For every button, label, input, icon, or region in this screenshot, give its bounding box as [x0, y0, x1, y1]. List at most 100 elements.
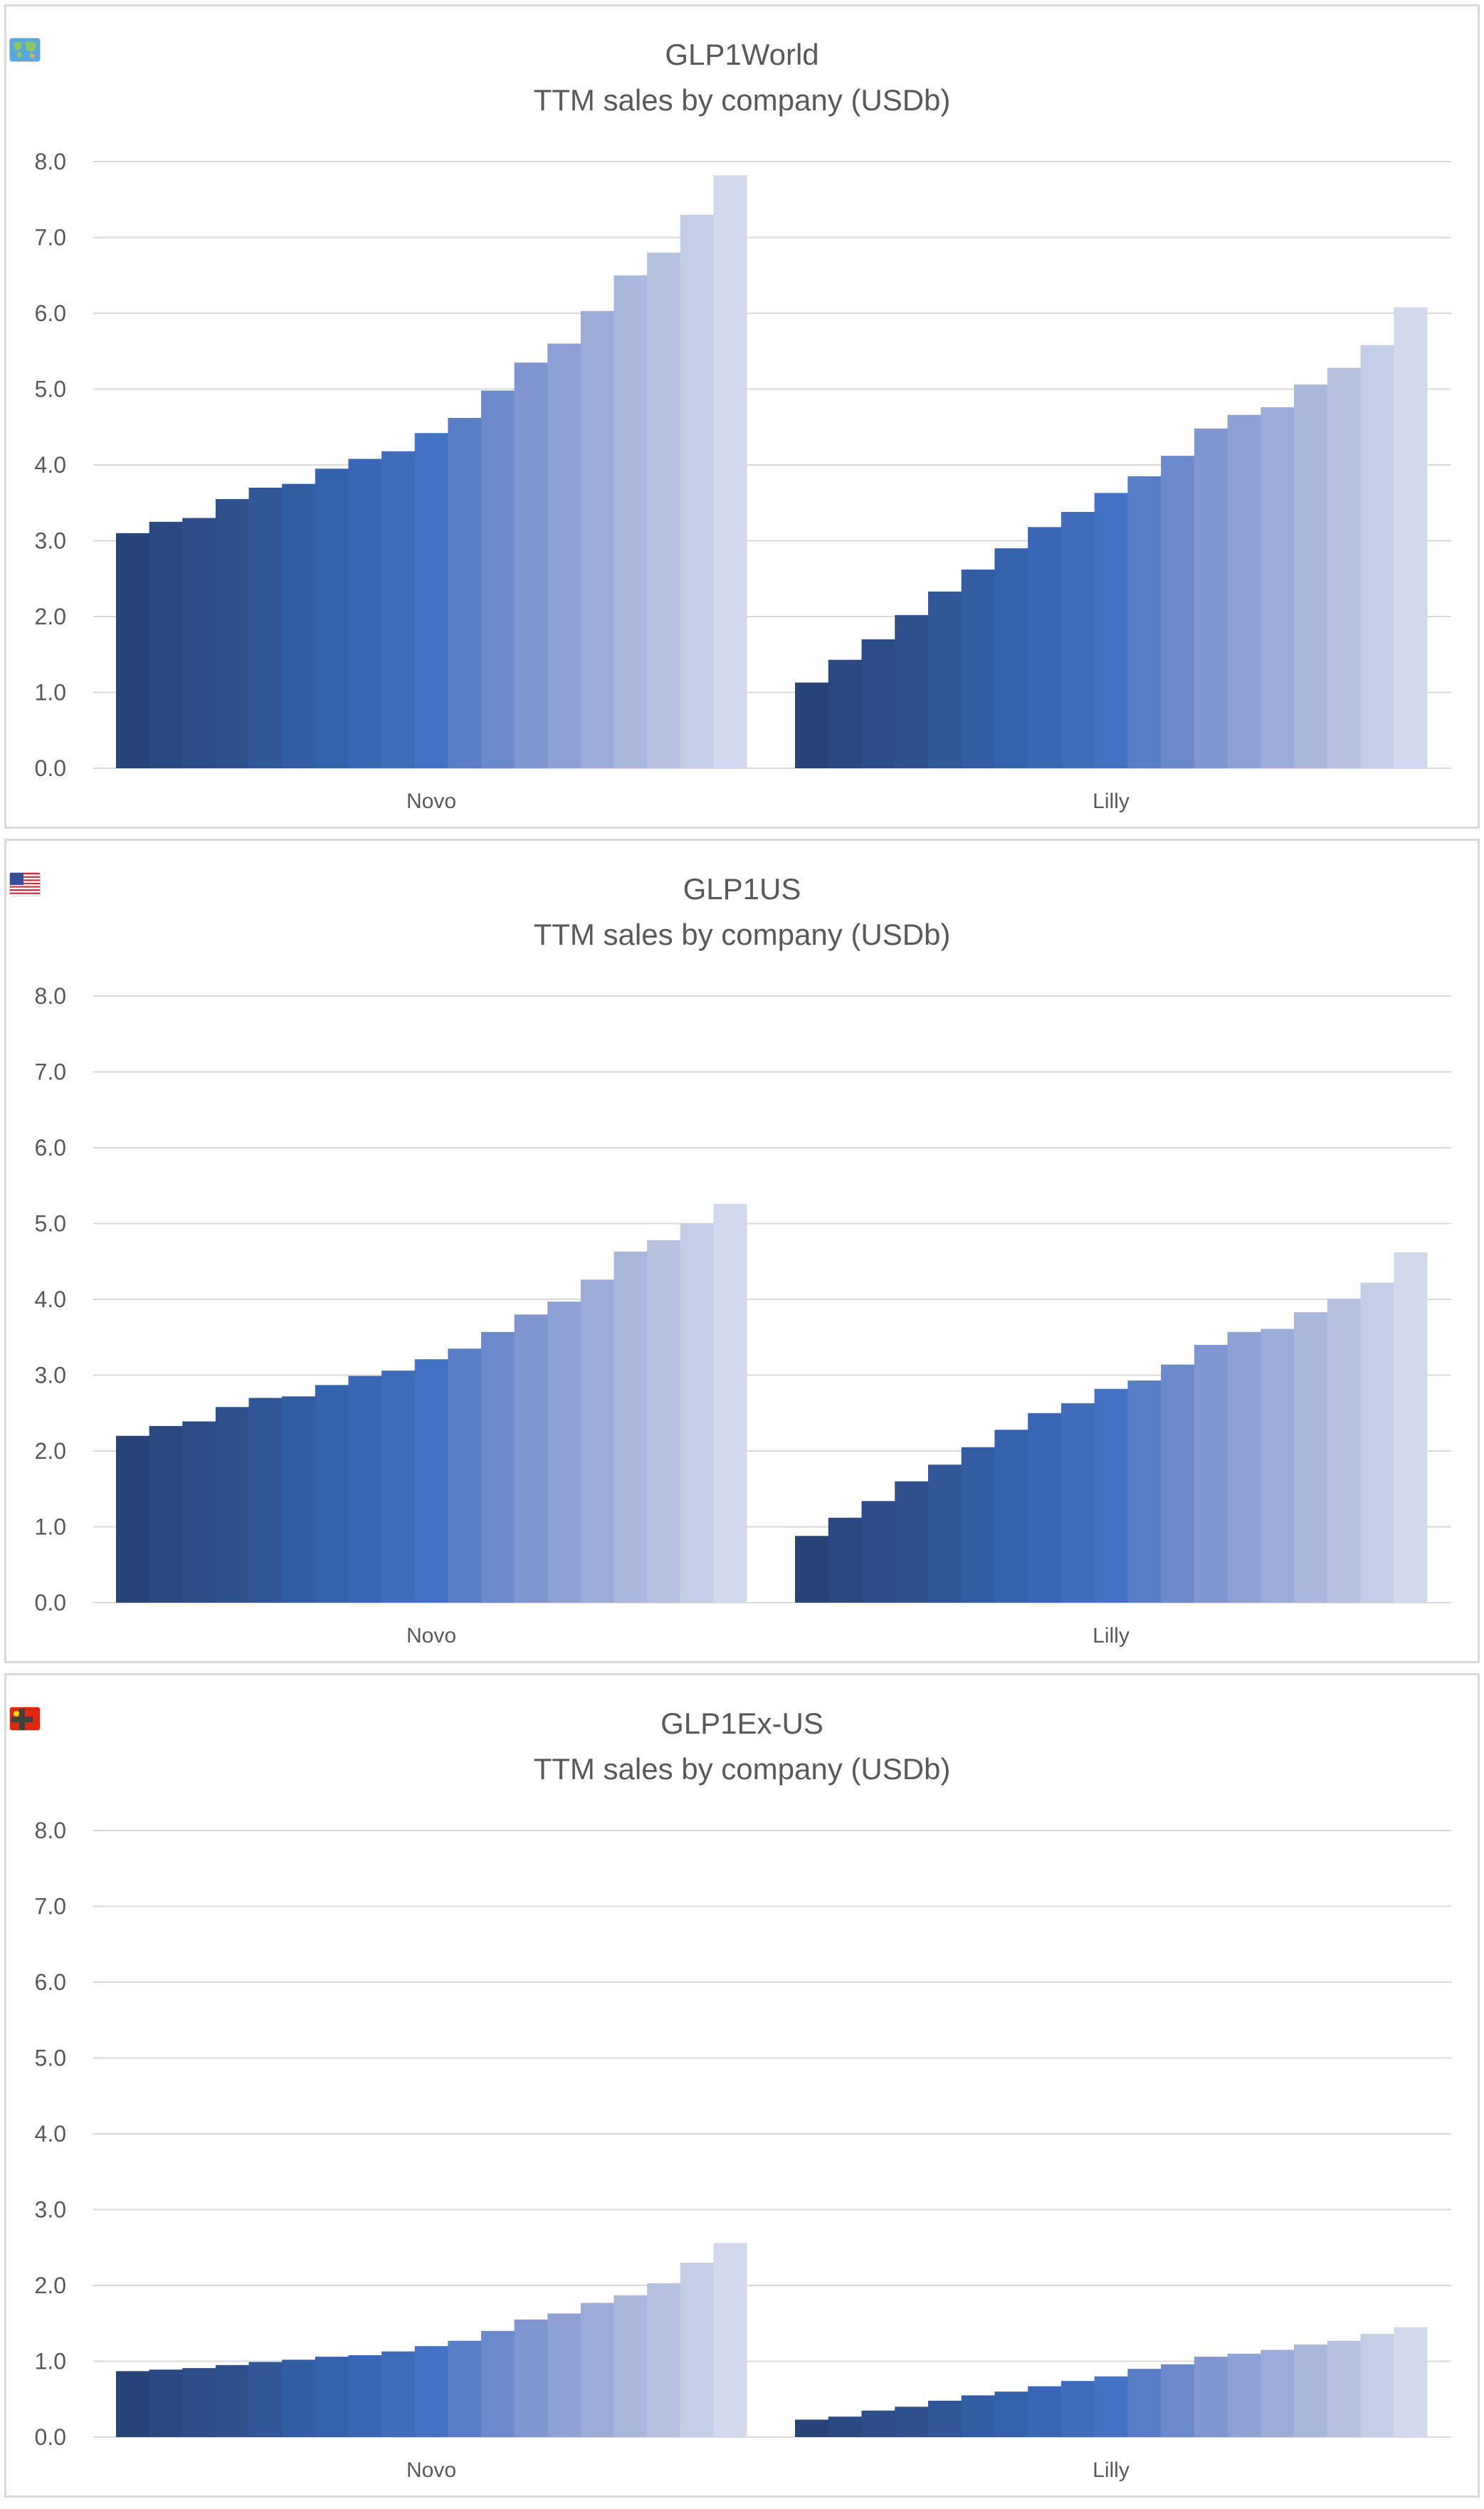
- category-label-lilly: Lilly: [1093, 2458, 1130, 2482]
- bar-novo-11: [448, 1348, 482, 1603]
- chart-title: GLP1 World: [6, 38, 1478, 72]
- category-label-lilly: Lilly: [1093, 1624, 1130, 1648]
- chart-subtitle: TTM sales by company (USDb): [533, 83, 951, 117]
- world-map-icon: [9, 38, 41, 62]
- y-tick-label: 7.0: [35, 1894, 66, 1919]
- bar-lilly-15: [1261, 407, 1295, 768]
- bar-lilly-12: [1161, 1364, 1195, 1603]
- bar-lilly-9: [1061, 512, 1095, 768]
- bar-lilly-5: [927, 2400, 962, 2437]
- y-tick-label: 0.0: [35, 1590, 66, 1615]
- bar-novo-6: [282, 2359, 316, 2437]
- bar-novo-15: [580, 2303, 614, 2437]
- bar-novo-15: [580, 310, 614, 768]
- chart-title-suffix: US: [759, 872, 801, 906]
- bar-novo-3: [182, 518, 216, 768]
- y-tick-label: 0.0: [35, 2424, 66, 2450]
- bar-lilly-3: [861, 639, 895, 768]
- y-tick-label: 6.0: [35, 300, 66, 326]
- bar-lilly-8: [1028, 1413, 1062, 1603]
- bar-novo-5: [248, 2362, 283, 2437]
- bar-lilly-18: [1360, 345, 1394, 769]
- category-label-lilly: Lilly: [1093, 790, 1130, 813]
- bar-novo-5: [248, 1398, 283, 1603]
- bar-lilly-5: [927, 591, 962, 768]
- bar-novo-15: [580, 1279, 614, 1603]
- bar-lilly-2: [828, 1517, 862, 1603]
- chart-title-prefix: GLP1: [661, 1707, 737, 1740]
- y-tick-label: 1.0: [35, 1514, 66, 1540]
- category-label-novo: Novo: [406, 790, 456, 813]
- bar-novo-4: [215, 2364, 250, 2437]
- bar-novo-14: [547, 2313, 582, 2437]
- bar-novo-2: [149, 521, 183, 769]
- bar-lilly-10: [1094, 493, 1128, 768]
- bar-lilly-7: [994, 548, 1028, 768]
- bar-lilly-9: [1061, 2381, 1095, 2437]
- bar-novo-19: [713, 175, 747, 769]
- bar-novo-11: [448, 417, 482, 768]
- bar-novo-2: [149, 1425, 183, 1603]
- bar-novo-17: [647, 252, 681, 768]
- bar-lilly-12: [1161, 2364, 1195, 2437]
- bar-lilly-19: [1394, 307, 1428, 769]
- y-tick-label: 3.0: [35, 1363, 66, 1388]
- bar-lilly-8: [1028, 527, 1062, 768]
- chart-plot: 0.0 1.0 2.0 3.0 4.0 5.0 6.0 7.0 8.0 Novo Lilly: [35, 1818, 1451, 2482]
- y-tick-label: 6.0: [35, 1969, 66, 1995]
- bar-novo-9: [381, 451, 416, 768]
- y-tick-label: 4.0: [35, 452, 66, 478]
- chart-title-prefix: GLP1: [683, 872, 760, 906]
- chart-panel-2: GLP1 US TTM sales by company (USDb) 0.0 1.0 2…: [4, 839, 1480, 1663]
- bar-novo-18: [680, 1223, 714, 1603]
- bar-lilly-12: [1161, 456, 1195, 768]
- chart-title: GLP1 Ex-US: [6, 1707, 1478, 1741]
- bar-novo-16: [614, 275, 648, 768]
- bar-novo-3: [182, 1421, 216, 1603]
- bar-lilly-11: [1127, 1380, 1162, 1603]
- bar-lilly-16: [1294, 384, 1328, 768]
- bar-lilly-5: [927, 1465, 962, 1603]
- bar-lilly-15: [1261, 2350, 1295, 2437]
- bar-novo-13: [514, 1314, 548, 1603]
- bar-novo-6: [282, 483, 316, 769]
- bar-lilly-13: [1194, 428, 1228, 768]
- bar-novo-1: [116, 533, 150, 768]
- bar-lilly-16: [1294, 2345, 1328, 2437]
- bar-novo-12: [480, 2330, 515, 2437]
- chart-subtitle: TTM sales by company (USDb): [533, 918, 951, 951]
- bar-lilly-6: [961, 569, 995, 768]
- y-tick-label: 4.0: [35, 2121, 66, 2147]
- category-label-novo: Novo: [406, 2458, 456, 2482]
- y-tick-label: 8.0: [35, 149, 66, 174]
- bar-novo-19: [713, 2243, 747, 2437]
- y-tick-label: 3.0: [35, 2197, 66, 2223]
- bar-novo-4: [215, 1407, 250, 1603]
- chart-title-suffix: World: [741, 38, 819, 71]
- bar-novo-16: [614, 1251, 648, 1603]
- bar-lilly-7: [994, 1430, 1028, 1603]
- bar-lilly-15: [1261, 1329, 1295, 1603]
- bar-novo-9: [381, 1371, 416, 1603]
- bar-novo-5: [248, 487, 283, 768]
- bar-lilly-16: [1294, 1312, 1328, 1603]
- bar-lilly-14: [1227, 1331, 1261, 1603]
- bar-novo-1: [116, 2371, 150, 2437]
- bar-lilly-1: [795, 1536, 829, 1603]
- plus-icon: [11, 1709, 33, 1730]
- us-flag-icon: [9, 872, 41, 896]
- bar-lilly-7: [994, 2392, 1028, 2437]
- y-tick-label: 5.0: [35, 1211, 66, 1237]
- bar-lilly-2: [828, 659, 862, 768]
- y-tick-label: 6.0: [35, 1135, 66, 1161]
- chart-title-suffix: Ex-US: [737, 1707, 823, 1740]
- bar-lilly-10: [1094, 2376, 1128, 2437]
- category-label-novo: Novo: [406, 1624, 456, 1648]
- bar-novo-18: [680, 2263, 714, 2437]
- bar-novo-7: [315, 468, 349, 768]
- bar-novo-10: [414, 1359, 448, 1603]
- chart-plot: 0.0 1.0 2.0 3.0 4.0 5.0 6.0 7.0 8.0 Novo Lilly: [35, 983, 1451, 1648]
- bar-lilly-6: [961, 2395, 995, 2437]
- bar-novo-17: [647, 1240, 681, 1603]
- bar-novo-2: [149, 2369, 183, 2437]
